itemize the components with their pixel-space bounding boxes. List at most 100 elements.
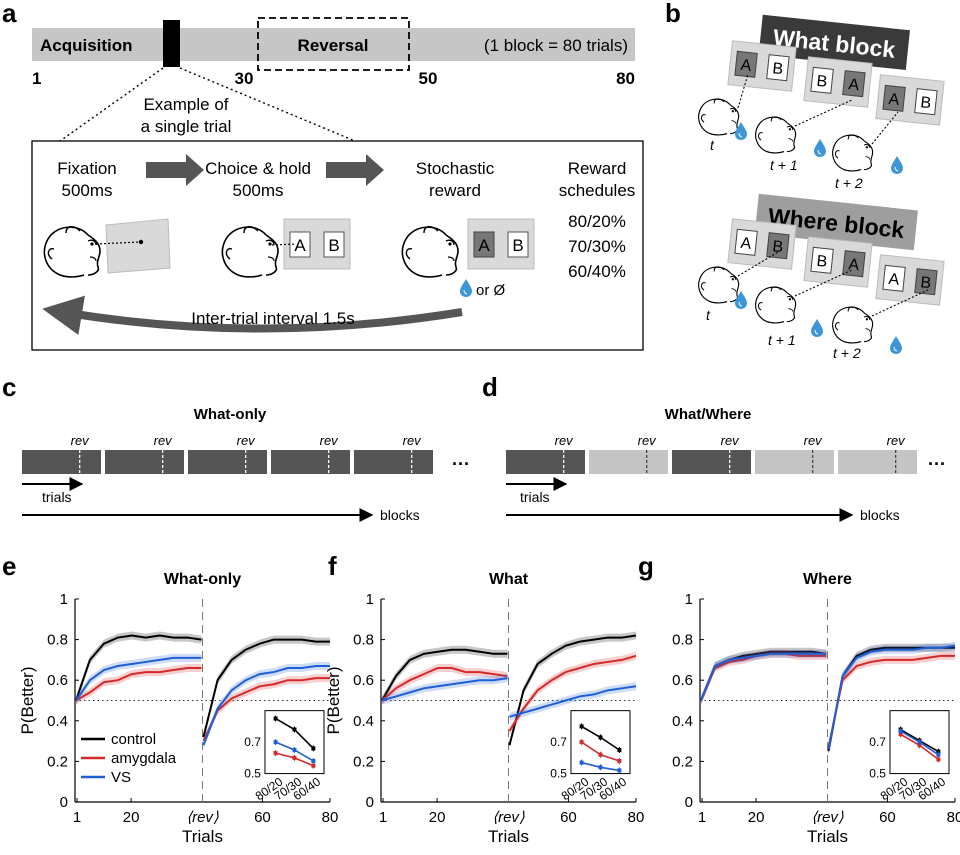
stim-b: B xyxy=(328,236,339,255)
time-t: t xyxy=(710,137,715,153)
rev-label: rev xyxy=(71,433,91,448)
sem-band-amygdala xyxy=(203,674,330,746)
stimulus-letter: A xyxy=(848,256,861,274)
sem-band-control xyxy=(382,645,508,705)
inset-point xyxy=(292,747,297,752)
series-line-amygdala xyxy=(827,654,955,748)
y-tick-label: 0.8 xyxy=(672,632,693,649)
panel-label-f: f xyxy=(328,551,337,581)
panel-label-d: d xyxy=(482,372,498,402)
inset-point xyxy=(311,746,316,751)
stimulus-card xyxy=(882,84,906,112)
stimulus-card xyxy=(734,50,758,78)
inset-point xyxy=(273,716,278,721)
panel-label-g: g xyxy=(638,551,654,581)
tick-50: 50 xyxy=(419,69,438,88)
inset-point xyxy=(311,758,316,763)
block-note: (1 block = 80 trials) xyxy=(484,36,628,55)
screen-icon xyxy=(105,218,171,274)
stimulus-letter: B xyxy=(772,238,784,256)
y-tick-label: 0 xyxy=(366,794,374,811)
tick-1: 1 xyxy=(32,69,41,88)
panel-label-e: e xyxy=(2,551,16,581)
stimulus-card xyxy=(766,54,790,82)
legend-label: VS xyxy=(111,769,131,786)
series-line-amygdala xyxy=(381,667,508,702)
ellipsis: ··· xyxy=(452,454,470,474)
x-tick-label: 1 xyxy=(698,809,706,826)
y-tick-label: 0.6 xyxy=(672,672,693,689)
single-trial-marker xyxy=(163,20,180,67)
stimulus-card xyxy=(842,70,866,98)
y-tick-label: 0.2 xyxy=(672,753,693,770)
schedule-60-40: 60/40% xyxy=(568,262,626,281)
series-line-control xyxy=(202,638,330,738)
x-tick-label: 80 xyxy=(628,809,645,826)
water-drop-icon xyxy=(889,335,903,355)
inset-point xyxy=(936,757,941,762)
block xyxy=(506,450,585,474)
y-tick-label: 1 xyxy=(60,591,68,608)
line-chart-1: What 0 0.2 0.4 0.6 0.8 1 1 20 ⟨rev⟩ 60 80 Trials P(Be… xyxy=(324,571,644,846)
y-axis-label: P(Better) xyxy=(18,666,37,734)
inset-point xyxy=(579,740,584,745)
series-line-control xyxy=(508,634,637,746)
stim-a: A xyxy=(478,236,490,255)
inset-point xyxy=(617,768,622,773)
series-line-control xyxy=(75,634,202,701)
stimulus-letter: B xyxy=(920,274,932,292)
example-label-1: Example of xyxy=(143,95,228,114)
session-bar xyxy=(32,28,635,61)
x-tick-label: ⟨rev⟩ xyxy=(186,809,219,826)
rev-label: rev xyxy=(154,433,174,448)
time-t2: t + 2 xyxy=(835,175,863,191)
x-tick-label: 20 xyxy=(748,809,765,826)
inset-point xyxy=(617,758,622,763)
time-t: t xyxy=(706,307,711,323)
stimulus-letter: A xyxy=(848,76,861,94)
rev-label: rev xyxy=(887,433,907,448)
legend: control amygdala VS xyxy=(81,731,177,786)
stimulus-card xyxy=(914,88,938,116)
inset-y-tick-label: 0.5 xyxy=(550,767,567,781)
x-tick-label: 1 xyxy=(73,809,81,826)
rev-label: rev xyxy=(638,433,658,448)
block xyxy=(271,450,350,474)
series-line-vs xyxy=(700,652,827,701)
blocks-label: blocks xyxy=(860,507,900,523)
y-tick-label: 0.6 xyxy=(353,672,374,689)
sem-band-control xyxy=(76,631,202,705)
reversal-window xyxy=(257,17,410,71)
block xyxy=(188,450,267,474)
schedules-title-2: schedules xyxy=(559,181,636,200)
panel-label-b: b xyxy=(665,0,681,28)
legend-label: amygdala xyxy=(111,750,177,767)
inset-point xyxy=(292,755,297,760)
panel-d-title: What/Where xyxy=(665,406,752,423)
stimulus-letter: B xyxy=(772,60,784,78)
water-drop-icon xyxy=(813,138,827,158)
stimulus-card xyxy=(734,228,758,256)
inset-point xyxy=(617,747,622,752)
x-tick-label: ⟨rev⟩ xyxy=(492,809,525,826)
block xyxy=(755,450,834,474)
rev-label: rev xyxy=(237,433,257,448)
inset-point xyxy=(598,735,603,740)
rev-label: rev xyxy=(320,433,340,448)
water-drop-icon xyxy=(890,155,904,175)
blocks-label: blocks xyxy=(380,507,420,523)
reversal-label: Reversal xyxy=(298,36,369,55)
inset-y-tick-label: 0.5 xyxy=(869,767,886,781)
step-fixation: Fixation xyxy=(57,159,117,178)
x-tick-label: 1 xyxy=(379,809,387,826)
inset-point xyxy=(579,724,584,729)
inset-point xyxy=(917,740,922,745)
stimulus-card xyxy=(810,246,834,274)
chart-title: Where xyxy=(803,571,852,588)
y-tick-label: 0.8 xyxy=(47,632,68,649)
y-tick-label: 0 xyxy=(685,794,693,811)
